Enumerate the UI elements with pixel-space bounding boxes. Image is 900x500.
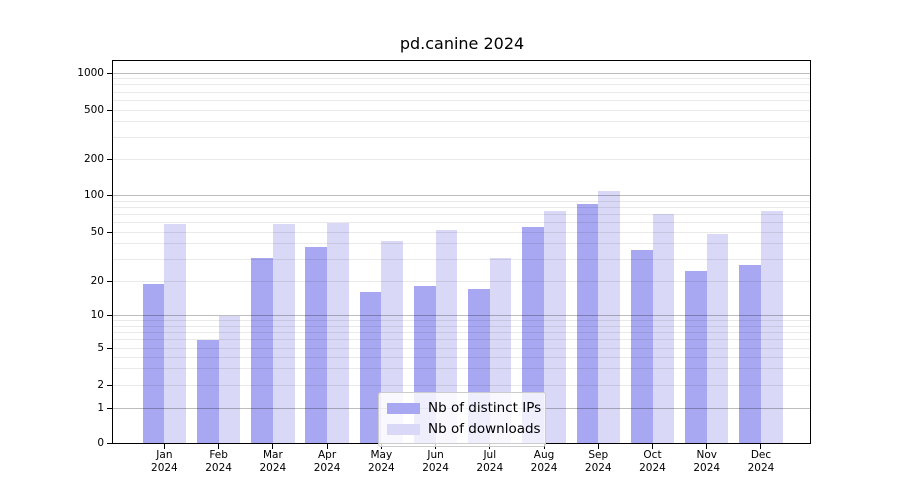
gridline-minor-30 — [113, 258, 811, 260]
gridline-minor-50 — [113, 231, 811, 233]
gridline-minor-7 — [113, 331, 811, 333]
x-tick-nov — [706, 444, 708, 449]
x-tick-sep — [597, 444, 599, 449]
x-tick-label-jun: Jun 2024 — [422, 448, 449, 475]
y-tick-1000 — [107, 72, 112, 74]
legend-entry-downloads: Nb of downloads — [387, 419, 541, 440]
legend-label-distinct-ips: Nb of distinct IPs — [428, 400, 542, 416]
gridline-minor-4 — [113, 356, 811, 358]
gridline-minor-20 — [113, 280, 811, 282]
bar-distinct-ips-sep — [576, 204, 599, 444]
y-tick-2 — [107, 384, 112, 386]
y-tick-5 — [107, 347, 112, 349]
gridline-major-100 — [113, 195, 811, 197]
bar-distinct-ips-may — [359, 292, 382, 444]
bar-distinct-ips-oct — [630, 249, 653, 444]
y-tick-label-500: 500 — [83, 103, 104, 116]
x-tick-label-feb: Feb 2024 — [205, 448, 232, 475]
legend-swatch-distinct-ips — [387, 403, 420, 414]
y-tick-label-1: 1 — [97, 401, 104, 414]
gridline-minor-200 — [113, 158, 811, 160]
gridline-minor-9 — [113, 319, 811, 321]
gridline-minor-400 — [113, 121, 811, 123]
bar-distinct-ips-dec — [739, 264, 761, 444]
bar-downloads-apr — [327, 223, 349, 444]
chart-title: pd.canine 2024 — [399, 34, 525, 53]
y-tick-100 — [107, 195, 112, 197]
gridline-minor-900 — [113, 78, 811, 80]
y-tick-label-5: 5 — [97, 341, 104, 354]
y-tick-label-10: 10 — [90, 309, 104, 321]
y-tick-50 — [107, 231, 112, 233]
bar-downloads-aug — [544, 211, 566, 444]
legend-entry-distinct-ips: Nb of distinct IPs — [387, 398, 541, 419]
y-tick-1 — [107, 407, 112, 409]
gridline-minor-5 — [113, 347, 811, 349]
gridline-minor-6 — [113, 339, 811, 341]
bar-distinct-ips-nov — [685, 271, 707, 444]
y-tick-label-1000: 1000 — [77, 66, 104, 79]
x-tick-dec — [760, 444, 762, 449]
gridline-major-10 — [113, 315, 811, 316]
x-tick-label-may: May 2024 — [367, 448, 395, 475]
gridline-minor-70 — [113, 213, 811, 215]
gridline-minor-300 — [113, 136, 811, 138]
bar-downloads-sep — [598, 190, 620, 444]
gridline-minor-600 — [113, 99, 811, 101]
y-tick-500 — [107, 109, 112, 111]
bar-distinct-ips-feb — [196, 339, 219, 444]
y-tick-0 — [107, 443, 112, 444]
x-tick-oct — [652, 444, 653, 449]
legend-swatch-downloads — [387, 424, 420, 435]
bar-distinct-ips-mar — [251, 257, 273, 444]
gridline-minor-80 — [113, 206, 811, 208]
gridline-minor-700 — [113, 91, 811, 93]
x-tick-label-nov: Nov 2024 — [693, 448, 721, 475]
bar-distinct-ips-apr — [305, 246, 328, 444]
gridline-minor-60 — [113, 221, 811, 223]
x-tick-feb — [218, 444, 220, 449]
x-tick-jan — [163, 444, 165, 449]
bar-distinct-ips-jan — [142, 283, 165, 444]
gridline-minor-800 — [113, 84, 811, 86]
bar-downloads-jan — [164, 224, 187, 444]
x-tick-apr — [326, 444, 328, 449]
bar-distinct-ips-aug — [522, 227, 545, 444]
gridline-minor-8 — [113, 325, 811, 327]
y-tick-label-2: 2 — [97, 378, 104, 391]
y-tick-label-0: 0 — [97, 437, 104, 449]
bar-downloads-nov — [706, 234, 729, 444]
y-tick-label-50: 50 — [90, 225, 104, 238]
x-tick-label-sep: Sep 2024 — [584, 448, 612, 475]
x-tick-label-jan: Jan 2024 — [151, 448, 178, 475]
x-tick-label-jul: Jul 2024 — [476, 448, 504, 475]
y-tick-label-100: 100 — [83, 189, 104, 202]
x-tick-label-dec: Dec 2024 — [747, 448, 775, 475]
gridline-minor-2 — [113, 384, 811, 386]
gridline-minor-40 — [113, 243, 811, 245]
x-tick-label-aug: Aug 2024 — [530, 448, 558, 475]
gridline-major-1000 — [113, 72, 811, 74]
bar-downloads-mar — [272, 224, 295, 444]
legend: Nb of distinct IPs Nb of downloads — [378, 392, 546, 447]
gridline-minor-90 — [113, 200, 811, 202]
x-tick-label-oct: Oct 2024 — [639, 448, 666, 475]
gridline-minor-500 — [113, 109, 811, 111]
y-tick-label-20: 20 — [90, 274, 104, 287]
bar-downloads-oct — [652, 214, 675, 444]
y-tick-20 — [107, 280, 112, 282]
y-tick-label-200: 200 — [83, 152, 104, 165]
x-tick-label-mar: Mar 2024 — [259, 448, 287, 475]
legend-label-downloads: Nb of downloads — [428, 421, 541, 437]
gridline-minor-3 — [113, 368, 811, 370]
x-tick-mar — [272, 444, 274, 449]
x-tick-label-apr: Apr 2024 — [313, 448, 341, 475]
bar-downloads-jun — [435, 229, 458, 444]
y-tick-200 — [107, 158, 112, 160]
y-tick-10 — [107, 315, 112, 316]
bar-downloads-feb — [218, 315, 241, 444]
bar-downloads-dec — [760, 211, 783, 444]
